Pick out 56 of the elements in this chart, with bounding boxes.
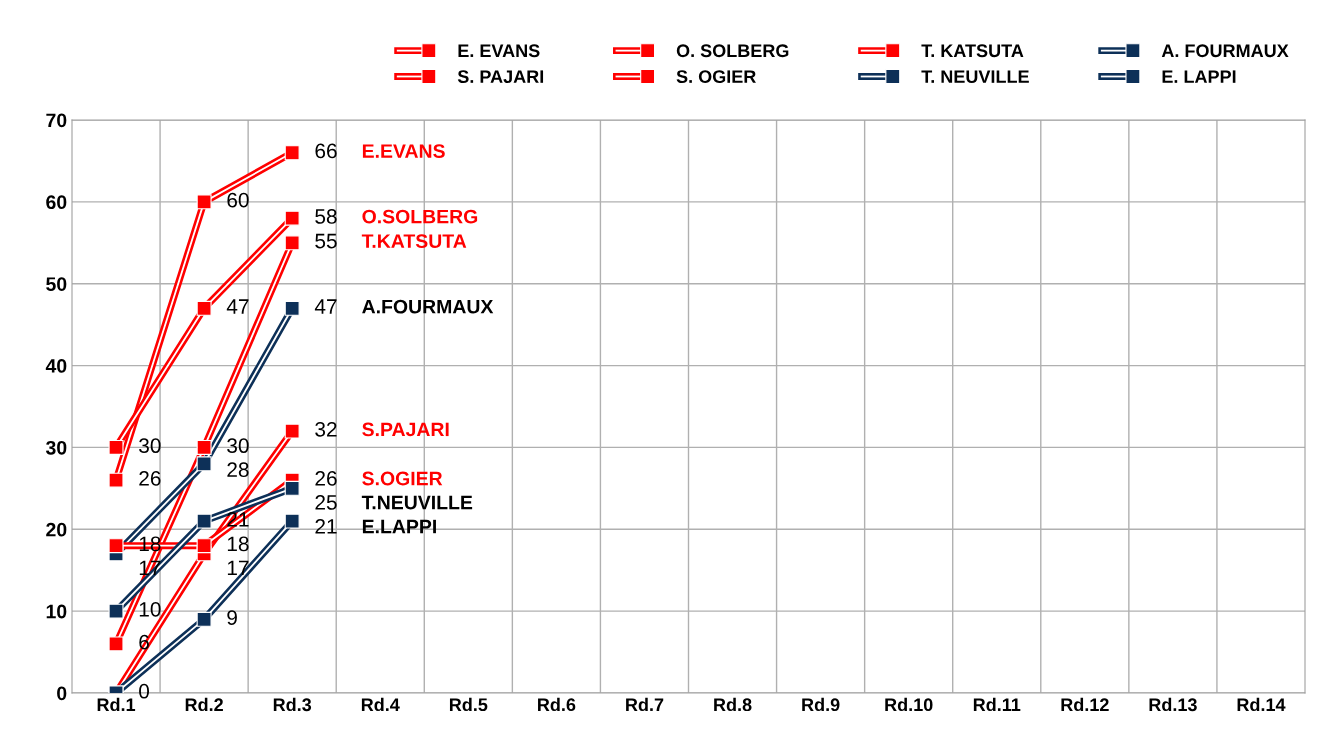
data-label: 26 xyxy=(315,471,337,486)
x-tick-label: Rd.10 xyxy=(885,697,933,712)
annotation: T.NEUVILLE xyxy=(361,495,473,510)
x-tick-label: Rd.8 xyxy=(714,697,752,712)
x-tick-label: Rd.4 xyxy=(361,697,400,712)
legend-label: A. FOURMAUX xyxy=(1161,44,1289,58)
y-tick-label: 50 xyxy=(46,277,67,291)
y-tick-label: 20 xyxy=(46,522,67,537)
x-tick-label: Rd.3 xyxy=(273,697,312,712)
data-label: 60 xyxy=(227,192,249,208)
x-tick-label: Rd.5 xyxy=(449,697,488,712)
data-label: 30 xyxy=(139,438,161,454)
x-tick-label: Rd.13 xyxy=(1149,697,1197,712)
data-label: 47 xyxy=(314,299,337,314)
data-label: 30 xyxy=(227,438,249,454)
legend-label: S. PAJARI xyxy=(457,70,544,83)
data-label: 10 xyxy=(139,601,161,617)
y-tick-label: 10 xyxy=(46,604,67,619)
y-tick-label: 40 xyxy=(45,359,67,373)
y-tick-label: 60 xyxy=(46,195,67,210)
data-label: 18 xyxy=(227,536,249,552)
annotation: S.PAJARI xyxy=(362,422,449,437)
y-tick-label: 70 xyxy=(46,113,67,128)
data-label: 47 xyxy=(226,299,249,314)
x-tick-label: Rd.12 xyxy=(1061,697,1109,712)
legend-label: T. NEUVILLE xyxy=(921,70,1029,83)
x-tick-label: Rd.14 xyxy=(1237,697,1286,712)
data-label: 9 xyxy=(227,610,237,625)
annotation: T.KATSUTA xyxy=(361,234,467,249)
x-tick-label: Rd.7 xyxy=(626,697,664,712)
data-label: 55 xyxy=(315,233,337,249)
legend-label: E. EVANS xyxy=(458,44,540,58)
legend-label: E. LAPPI xyxy=(1162,70,1236,83)
annotation: S.OGIER xyxy=(362,471,443,486)
data-label: 0 xyxy=(139,683,150,699)
data-label: 32 xyxy=(315,421,337,437)
x-tick-label: Rd.9 xyxy=(802,697,840,712)
data-label: 25 xyxy=(315,495,337,510)
legend-label: T. KATSUTA xyxy=(921,44,1024,58)
annotation: A.FOURMAUX xyxy=(362,299,494,314)
x-tick-label: Rd.11 xyxy=(973,697,1021,712)
legend-label: S. OGIER xyxy=(676,70,756,83)
x-tick-label: Rd.1 xyxy=(97,697,136,712)
x-tick-label: Rd.2 xyxy=(185,697,223,712)
annotation: O.SOLBERG xyxy=(362,209,478,224)
y-tick-label: 30 xyxy=(45,440,67,455)
data-label: 58 xyxy=(315,209,337,224)
data-label: 21 xyxy=(315,519,337,534)
annotation: E.EVANS xyxy=(362,144,445,158)
data-label: 28 xyxy=(227,462,249,478)
annotation: E.LAPPI xyxy=(362,519,436,534)
legend-label: O. SOLBERG xyxy=(676,44,789,58)
data-label: 26 xyxy=(139,471,161,486)
data-label: 66 xyxy=(315,143,337,159)
x-tick-label: Rd.6 xyxy=(538,697,576,712)
y-tick-label: 0 xyxy=(57,686,67,701)
